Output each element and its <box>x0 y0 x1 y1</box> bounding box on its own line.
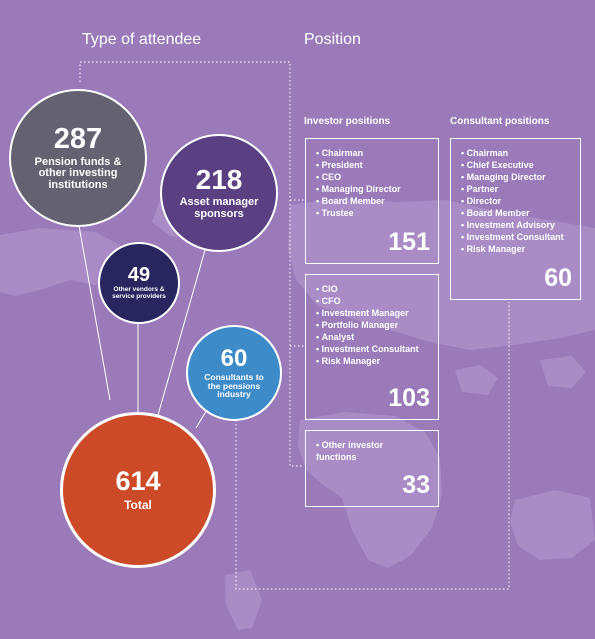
vendors-count: 49 <box>127 264 151 287</box>
other-investor-count: 33 <box>402 471 430 499</box>
position-item: Trustee <box>316 207 438 219</box>
pension-funds-count: 287 <box>53 122 103 155</box>
position-item: Chief Executive <box>461 159 580 171</box>
investor-ops-list: CIOCFOInvestment ManagerPortfolio Manage… <box>306 275 438 367</box>
asset-manager-bubble: 218 Asset manager sponsors <box>160 134 278 252</box>
type-of-attendee-heading: Type of attendee <box>82 31 202 48</box>
other-investor-functions-text: Other investor functions <box>316 440 384 462</box>
other-investor-functions-box: • Other investor functions 33 <box>305 430 439 507</box>
vendors-label: Other vendors & service providers <box>112 286 166 300</box>
position-item: Chairman <box>461 147 580 159</box>
position-item: Investment Consultant <box>461 231 580 243</box>
position-item: President <box>316 159 438 171</box>
investor-senior-positions-box: ChairmanPresidentCEOManaging DirectorBoa… <box>305 138 439 264</box>
position-item: CFO <box>316 295 438 307</box>
pension-funds-label: Pension funds & other investing institut… <box>34 155 122 191</box>
consultants-count: 60 <box>220 344 248 372</box>
asset-manager-label: Asset manager sponsors <box>179 195 259 220</box>
position-item: Board Member <box>461 207 580 219</box>
investor-senior-list: ChairmanPresidentCEOManaging DirectorBoa… <box>306 139 438 219</box>
investor-senior-count: 151 <box>388 228 430 256</box>
position-item: Board Member <box>316 195 438 207</box>
position-item: Analyst <box>316 331 438 343</box>
position-item: Managing Director <box>461 171 580 183</box>
position-item: Investment Manager <box>316 307 438 319</box>
position-item: Risk Manager <box>316 355 438 367</box>
position-item: Investment Consultant <box>316 343 438 355</box>
position-item: Chairman <box>316 147 438 159</box>
position-item: Managing Director <box>316 183 438 195</box>
other-investor-functions-label: • Other investor functions <box>316 440 384 462</box>
position-item: CIO <box>316 283 438 295</box>
consultant-positions-box: ChairmanChief ExecutiveManaging Director… <box>450 138 581 300</box>
consultants-bubble: 60 Consultants to the pensions industry <box>186 325 282 421</box>
position-item: Director <box>461 195 580 207</box>
consultants-label: Consultants to the pensions industry <box>204 371 264 400</box>
consultant-positions-list: ChairmanChief ExecutiveManaging Director… <box>451 139 580 255</box>
asset-manager-count: 218 <box>195 163 243 195</box>
total-count: 614 <box>115 466 161 497</box>
position-item: Risk Manager <box>461 243 580 255</box>
investor-positions-heading: Investor positions <box>304 116 391 127</box>
position-heading: Position <box>304 31 361 48</box>
position-item: CEO <box>316 171 438 183</box>
position-item: Investment Advisory <box>461 219 580 231</box>
total-label: Total <box>124 498 152 513</box>
consultant-positions-count: 60 <box>544 264 572 292</box>
position-item: Partner <box>461 183 580 195</box>
investor-ops-positions-box: CIOCFOInvestment ManagerPortfolio Manage… <box>305 274 439 420</box>
consultant-positions-heading: Consultant positions <box>450 116 550 127</box>
position-item: Portfolio Manager <box>316 319 438 331</box>
investor-ops-count: 103 <box>388 384 430 412</box>
total-bubble: 614 Total <box>60 412 216 568</box>
vendors-bubble: 49 Other vendors & service providers <box>98 242 180 324</box>
pension-funds-bubble: 287 Pension funds & other investing inst… <box>9 89 147 227</box>
